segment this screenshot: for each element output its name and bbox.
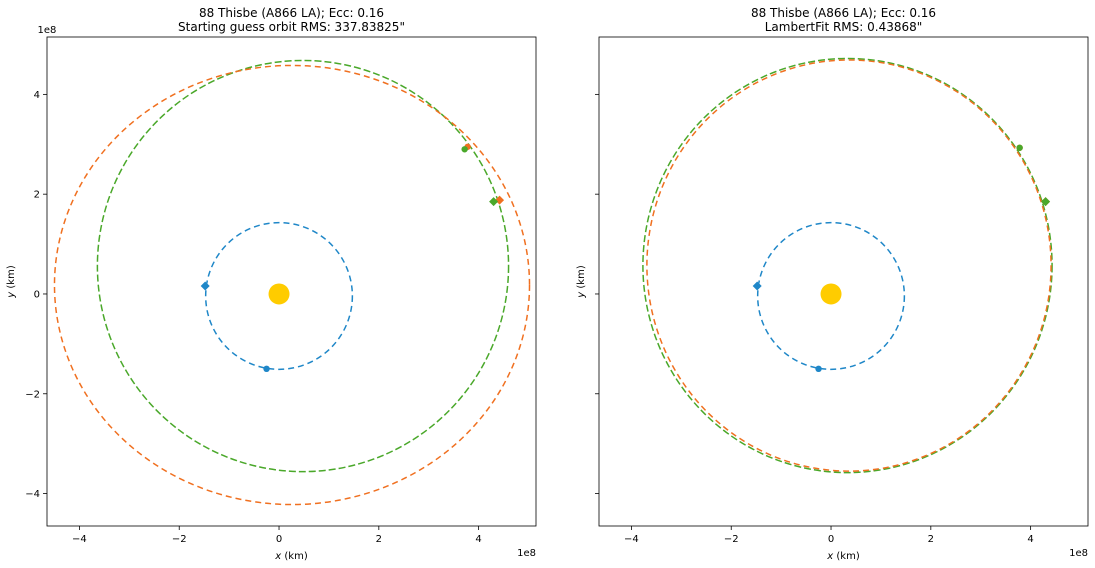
plot-area bbox=[642, 57, 1053, 474]
y-axis-offset-label: 1e8 bbox=[38, 25, 57, 36]
orbit-fit-line bbox=[96, 59, 510, 473]
y-axis-label: y (km) bbox=[6, 265, 17, 299]
chart-title-line1: 88 Thisbe (A866 LA); Ecc: 0.16 bbox=[199, 6, 384, 20]
y-tick-label: 2 bbox=[34, 190, 40, 201]
y-axis-unit: (km) bbox=[6, 265, 17, 292]
x-axis-variable: x bbox=[826, 551, 833, 562]
orbit-earth-line bbox=[204, 221, 354, 371]
position-marker-dot bbox=[815, 365, 822, 373]
x-tick-label: 2 bbox=[376, 534, 382, 545]
y-axis-variable: y bbox=[6, 291, 17, 299]
y-tick-label: −2 bbox=[25, 389, 40, 400]
axes-frame bbox=[46, 36, 537, 527]
y-tick-label: 0 bbox=[34, 289, 40, 300]
x-tick-label: −2 bbox=[172, 534, 187, 545]
x-tick-label: 0 bbox=[276, 534, 282, 545]
position-marker-dot bbox=[461, 146, 468, 153]
position-marker-dot bbox=[1016, 144, 1023, 151]
orbit-guess-line bbox=[646, 59, 1052, 472]
orbit-guess-line bbox=[53, 64, 531, 506]
x-axis-unit: (km) bbox=[833, 551, 860, 562]
sun-marker bbox=[820, 283, 842, 305]
sun-marker bbox=[268, 283, 290, 305]
position-marker-diamond bbox=[1041, 197, 1051, 207]
x-axis-label: x (km) bbox=[826, 551, 860, 562]
x-axis-variable: x bbox=[274, 551, 281, 562]
y-tick-label: 4 bbox=[34, 90, 40, 101]
orbit-earth-line bbox=[756, 221, 906, 371]
y-axis-variable: y bbox=[576, 291, 587, 299]
x-axis-unit: (km) bbox=[281, 551, 308, 562]
axes-frame bbox=[598, 36, 1089, 527]
x-tick-label: −4 bbox=[624, 534, 639, 545]
chart-title-line1: 88 Thisbe (A866 LA); Ecc: 0.16 bbox=[751, 6, 936, 20]
x-tick-label: −2 bbox=[724, 534, 739, 545]
x-tick-label: 0 bbox=[828, 534, 834, 545]
x-tick-label: −4 bbox=[72, 534, 87, 545]
position-marker-dot bbox=[263, 365, 270, 373]
subplot-right-lambertfit: 88 Thisbe (A866 LA); Ecc: 0.16LambertFit… bbox=[576, 6, 1089, 562]
orbit-fit-line bbox=[642, 57, 1053, 474]
x-tick-label: 4 bbox=[1027, 534, 1033, 545]
y-axis-unit: (km) bbox=[576, 265, 587, 292]
x-tick-label: 2 bbox=[928, 534, 934, 545]
x-axis-label: x (km) bbox=[274, 551, 308, 562]
position-marker-diamond bbox=[752, 281, 762, 291]
x-axis-offset-label: 1e8 bbox=[517, 548, 536, 559]
position-marker-diamond bbox=[200, 281, 210, 291]
y-axis-label: y (km) bbox=[576, 265, 587, 299]
x-tick-label: 4 bbox=[475, 534, 481, 545]
x-axis-offset-label: 1e8 bbox=[1069, 548, 1088, 559]
y-tick-label: −4 bbox=[25, 489, 40, 500]
chart-title-line2: Starting guess orbit RMS: 337.83825" bbox=[178, 20, 405, 34]
chart-title-line2: LambertFit RMS: 0.43868" bbox=[765, 20, 923, 34]
plot-area bbox=[53, 59, 531, 506]
position-marker-diamond bbox=[489, 197, 499, 207]
